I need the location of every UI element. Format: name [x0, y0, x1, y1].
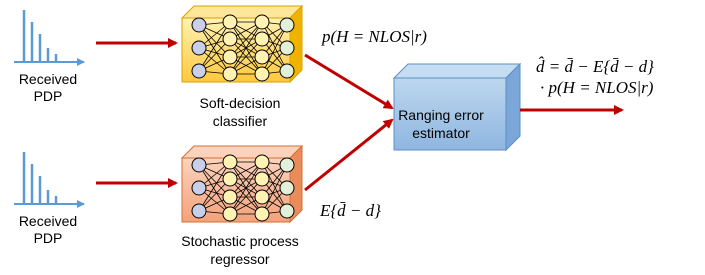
- diagram: Received PDP Received PDP Soft-decision …: [0, 0, 705, 275]
- node-label: estimator: [412, 125, 470, 141]
- node-label: Received: [19, 213, 77, 229]
- node-label: classifier: [213, 113, 268, 129]
- node-label: regressor: [210, 251, 269, 267]
- net-node: [255, 67, 269, 81]
- net-node: [192, 64, 206, 78]
- node-label: Stochastic process: [181, 233, 299, 249]
- net-node: [280, 41, 294, 55]
- net-node: [280, 18, 294, 32]
- output-equation: · p(H = NLOS|r): [540, 78, 654, 97]
- node-label: Ranging error: [398, 107, 484, 123]
- net-node: [192, 18, 206, 32]
- net-node: [192, 41, 206, 55]
- box-top: [182, 146, 302, 158]
- net-node: [280, 64, 294, 78]
- layout: [14, 6, 622, 222]
- node-label: PDP: [34, 88, 63, 104]
- net-node: [280, 181, 294, 195]
- net-node: [255, 172, 269, 186]
- node-label: PDP: [34, 230, 63, 246]
- net-node: [192, 204, 206, 218]
- node-label: Received: [19, 71, 77, 87]
- edge-label: E{d̄ − d}: [319, 201, 381, 220]
- net-node: [255, 32, 269, 46]
- net-node: [223, 67, 237, 81]
- box-top: [182, 6, 302, 18]
- net-node: [223, 190, 237, 204]
- net-node: [255, 15, 269, 29]
- box-side: [506, 64, 520, 150]
- net-node: [223, 32, 237, 46]
- node-label: Soft-decision: [200, 95, 281, 111]
- edge-label: p(H = NLOS|r): [321, 27, 427, 46]
- arrow: [305, 55, 392, 108]
- box-top: [394, 64, 520, 78]
- net-node: [192, 181, 206, 195]
- net-node: [223, 155, 237, 169]
- net-node: [223, 207, 237, 221]
- net-node: [223, 172, 237, 186]
- net-node: [192, 158, 206, 172]
- net-node: [255, 50, 269, 64]
- net-node: [255, 155, 269, 169]
- net-node: [280, 204, 294, 218]
- output-equation: d̂ = d̄ − E{d̄ − d}: [536, 57, 654, 76]
- net-node: [280, 158, 294, 172]
- net-node: [223, 50, 237, 64]
- net-node: [223, 15, 237, 29]
- net-node: [255, 207, 269, 221]
- arrow: [305, 120, 392, 190]
- net-node: [255, 190, 269, 204]
